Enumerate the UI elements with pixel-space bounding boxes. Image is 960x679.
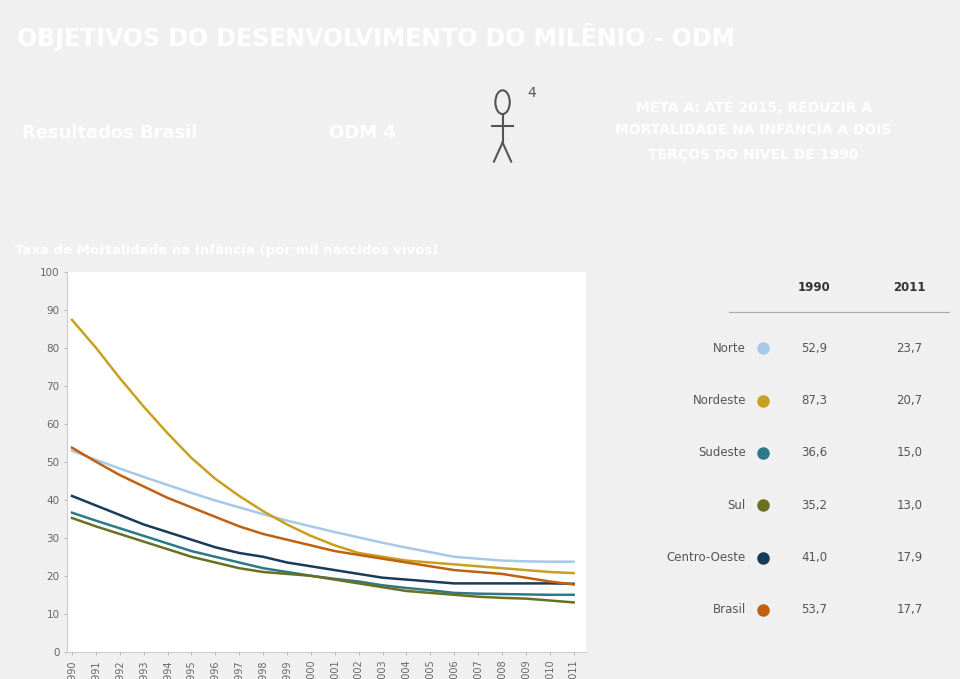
Text: 35,2: 35,2 <box>801 499 828 512</box>
Text: 23,7: 23,7 <box>897 342 923 354</box>
Text: Resultados Brasil: Resultados Brasil <box>22 124 198 142</box>
Text: 41,0: 41,0 <box>801 551 828 564</box>
Text: Norte: Norte <box>713 342 746 354</box>
Text: 87,3: 87,3 <box>801 394 828 407</box>
Text: Centro-Oeste: Centro-Oeste <box>666 551 746 564</box>
Text: Sudeste: Sudeste <box>698 446 746 460</box>
Text: 53,7: 53,7 <box>801 604 828 617</box>
Text: 4: 4 <box>527 86 536 100</box>
Text: 17,7: 17,7 <box>897 604 923 617</box>
Text: ODM 4: ODM 4 <box>329 124 396 142</box>
Text: Sul: Sul <box>728 499 746 512</box>
Text: 52,9: 52,9 <box>801 342 828 354</box>
Text: 36,6: 36,6 <box>801 446 828 460</box>
Text: Taxa de Mortalidade na Infância (por mil nascidos vivos): Taxa de Mortalidade na Infância (por mil… <box>15 244 439 257</box>
Text: OBJETIVOS DO DESENVOLVIMENTO DO MILÊNIO - ODM: OBJETIVOS DO DESENVOLVIMENTO DO MILÊNIO … <box>17 23 735 51</box>
Text: 15,0: 15,0 <box>897 446 923 460</box>
Text: META A: ATÉ 2015, REDUZIR A
MORTALIDADE NA INFÂNCIA A DOIS
TERÇOS DO NÍVEL DE 19: META A: ATÉ 2015, REDUZIR A MORTALIDADE … <box>615 100 892 162</box>
Text: 20,7: 20,7 <box>897 394 923 407</box>
Text: 1990: 1990 <box>798 280 830 293</box>
Text: 2011: 2011 <box>893 280 925 293</box>
Text: 17,9: 17,9 <box>897 551 923 564</box>
Text: Nordeste: Nordeste <box>692 394 746 407</box>
Text: Brasil: Brasil <box>712 604 746 617</box>
Text: 13,0: 13,0 <box>897 499 923 512</box>
